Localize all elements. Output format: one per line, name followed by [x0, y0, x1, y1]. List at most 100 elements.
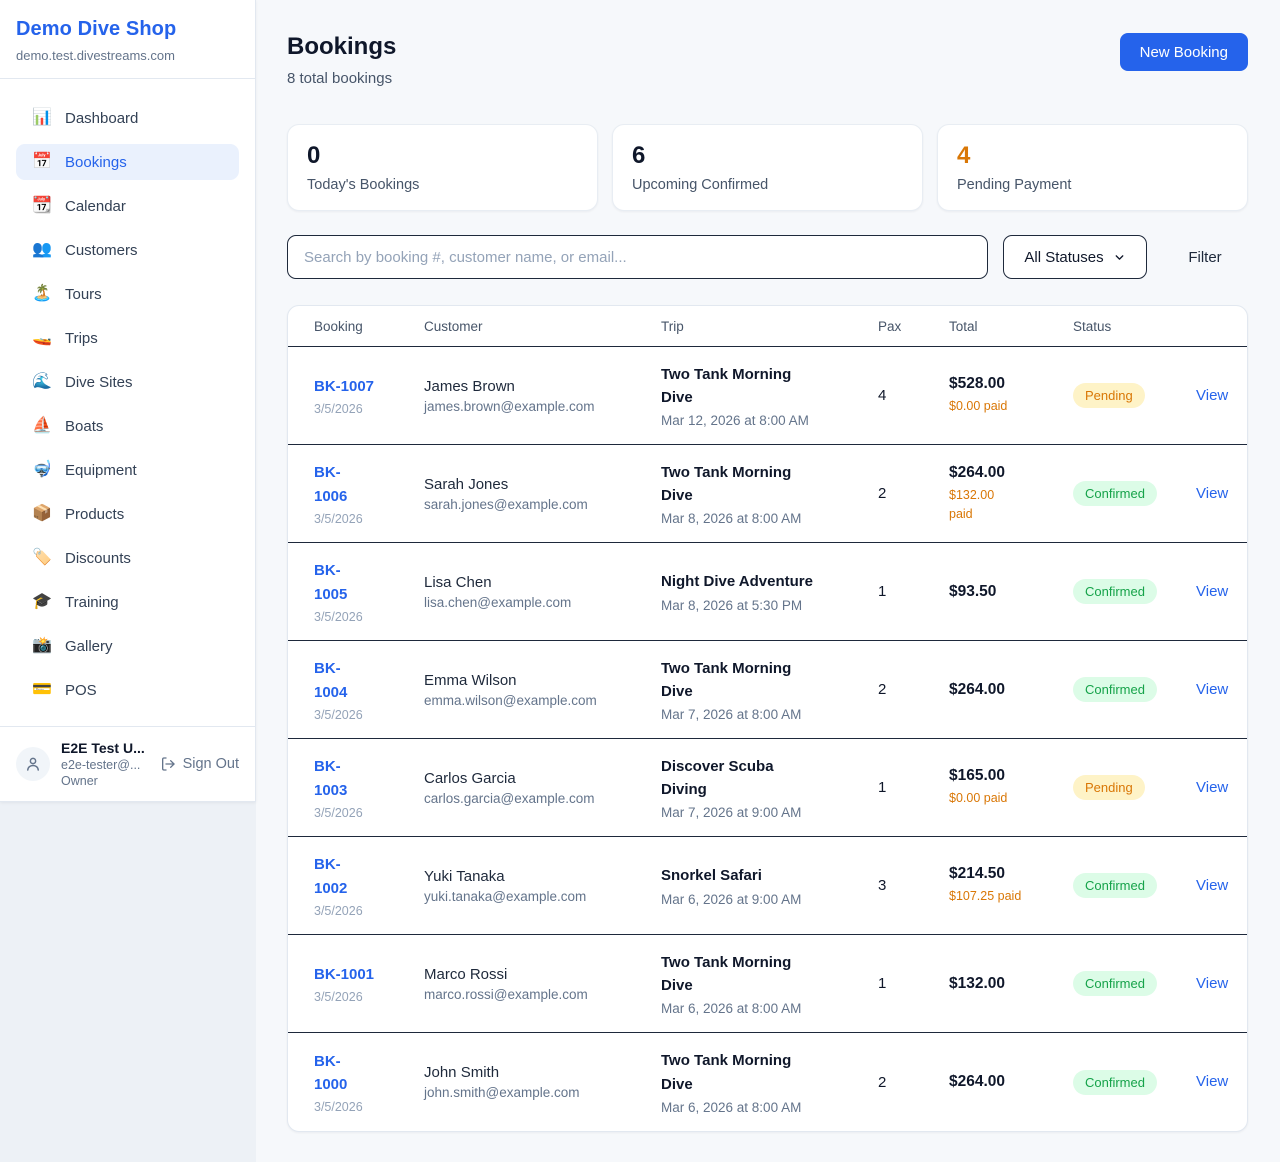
booking-cell: BK- 1003 3/5/2026 — [314, 755, 424, 820]
total-cell: $132.00 — [949, 975, 1073, 993]
brand-domain: demo.test.divestreams.com — [16, 48, 175, 63]
sidebar-item-equipment[interactable]: 🤿 Equipment — [16, 452, 239, 488]
boats-icon: ⛵ — [32, 417, 52, 434]
sidebar-item-dive-sites[interactable]: 🌊 Dive Sites — [16, 364, 239, 400]
total-cell: $528.00 $0.00 paid — [949, 375, 1073, 415]
view-link[interactable]: View — [1196, 876, 1229, 894]
sidebar-item-label: Calendar — [65, 197, 126, 215]
trip-date: Mar 6, 2026 at 8:00 AM — [661, 1099, 802, 1115]
user-section: E2E Test U... e2e-tester@... Owner Sign … — [0, 726, 255, 801]
status-badge: Pending — [1073, 775, 1145, 800]
sidebar-item-pos[interactable]: 💳 POS — [16, 672, 239, 708]
sidebar-item-boats[interactable]: ⛵ Boats — [16, 408, 239, 444]
stat-value: 4 — [957, 142, 971, 169]
sidebar-item-trips[interactable]: 🚤 Trips — [16, 320, 239, 356]
customers-icon: 👥 — [32, 241, 52, 258]
table-body: BK-1007 3/5/2026 James Brown james.brown… — [288, 347, 1247, 1131]
view-link[interactable]: View — [1196, 582, 1229, 600]
booking-id-link[interactable]: BK- 1000 — [314, 1052, 348, 1093]
booking-id-link[interactable]: BK-1001 — [314, 965, 375, 983]
customer-cell: John Smith john.smith@example.com — [424, 1064, 661, 1100]
stat-value: 6 — [632, 142, 646, 169]
customer-cell: Marco Rossi marco.rossi@example.com — [424, 966, 661, 1002]
trip-cell: Night Dive Adventure Mar 8, 2026 at 5:30… — [661, 570, 878, 612]
status-badge: Pending — [1073, 383, 1145, 408]
booking-id-link[interactable]: BK- 1004 — [314, 660, 348, 701]
view-link[interactable]: View — [1196, 386, 1229, 404]
trip-cell: Two Tank Morning Dive Mar 7, 2026 at 8:00… — [661, 657, 878, 723]
bookings-icon: 📅 — [32, 153, 52, 170]
filter-row: All Statuses Filter — [287, 235, 1248, 279]
total-amount: $264.00 — [949, 680, 1006, 698]
view-link[interactable]: View — [1196, 778, 1229, 796]
view-link[interactable]: View — [1196, 680, 1229, 698]
status-badge: Confirmed — [1073, 971, 1157, 996]
total-amount: $132.00 — [949, 974, 1006, 992]
booking-id-link[interactable]: BK- 1002 — [314, 856, 348, 897]
stat-card-upcoming-confirmed: 6 Upcoming Confirmed — [612, 124, 923, 211]
new-booking-button[interactable]: New Booking — [1119, 33, 1248, 71]
booking-id-link[interactable]: BK-1007 — [314, 377, 375, 395]
pax-cell: 4 — [878, 387, 887, 404]
customer-name: Yuki Tanaka — [424, 867, 505, 885]
booking-date: 3/5/2026 — [314, 511, 363, 526]
trip-cell: Discover Scuba Diving Mar 7, 2026 at 9:00… — [661, 755, 878, 821]
dive-sites-icon: 🌊 — [32, 373, 52, 390]
trip-date: Mar 7, 2026 at 9:00 AM — [661, 805, 802, 821]
sidebar-item-tours[interactable]: 🏝️ Tours — [16, 276, 239, 312]
booking-row-bk-1005: BK- 1005 3/5/2026 Lisa Chen lisa.chen@exa… — [288, 543, 1247, 641]
sidebar-item-discounts[interactable]: 🏷️ Discounts — [16, 540, 239, 576]
booking-cell: BK- 1006 3/5/2026 — [314, 461, 424, 526]
trip-name: Two Tank Morning Dive — [661, 463, 792, 504]
total-cell: $264.00 $132.00 paid — [949, 464, 1073, 522]
trips-icon: 🚤 — [32, 329, 52, 346]
sidebar-item-gallery[interactable]: 📸 Gallery — [16, 628, 239, 664]
page-subtitle: 8 total bookings — [287, 70, 393, 87]
view-link[interactable]: View — [1196, 484, 1229, 502]
trip-name: Two Tank Morning Dive — [661, 365, 792, 406]
pos-icon: 💳 — [32, 681, 52, 698]
customer-name: James Brown — [424, 377, 515, 395]
sidebar-item-training[interactable]: 🎓 Training — [16, 584, 239, 620]
stat-card-today-s-bookings: 0 Today's Bookings — [287, 124, 598, 211]
customer-cell: Sarah Jones sarah.jones@example.com — [424, 476, 661, 512]
booking-row-bk-1000: BK- 1000 3/5/2026 John Smith john.smith@e… — [288, 1033, 1247, 1131]
filter-button[interactable]: Filter — [1188, 248, 1222, 266]
action-cell: View — [1196, 583, 1228, 601]
booking-cell: BK-1001 3/5/2026 — [314, 963, 424, 1004]
stat-label: Pending Payment — [957, 177, 1072, 193]
view-link[interactable]: View — [1196, 974, 1229, 992]
logout-icon — [161, 757, 175, 771]
booking-cell: BK- 1004 3/5/2026 — [314, 657, 424, 722]
chevron-down-icon — [1115, 254, 1124, 260]
search-input[interactable] — [287, 235, 988, 279]
status-select[interactable]: All Statuses — [1003, 235, 1147, 279]
sidebar-item-calendar[interactable]: 📆 Calendar — [16, 188, 239, 224]
brand-name: Demo Dive Shop — [16, 18, 177, 40]
calendar-icon: 📆 — [32, 197, 52, 214]
booking-id-link[interactable]: BK- 1003 — [314, 758, 348, 799]
products-icon: 📦 — [32, 505, 52, 522]
sidebar-item-products[interactable]: 📦 Products — [16, 496, 239, 532]
status-select-value: All Statuses — [1024, 248, 1104, 266]
sidebar-item-label: Gallery — [65, 637, 113, 655]
view-link[interactable]: View — [1196, 1073, 1229, 1090]
sidebar-item-label: Products — [65, 505, 125, 523]
sidebar-item-dashboard[interactable]: 📊 Dashboard — [16, 100, 239, 136]
booking-id-link[interactable]: BK- 1005 — [314, 562, 348, 603]
sign-out-button[interactable]: Sign Out — [160, 756, 239, 772]
sidebar-item-bookings[interactable]: 📅 Bookings — [16, 144, 239, 180]
status-cell: Confirmed — [1073, 1069, 1196, 1095]
sidebar-item-label: Boats — [65, 417, 104, 435]
sidebar-item-customers[interactable]: 👥 Customers — [16, 232, 239, 268]
stat-card-pending-payment: 4 Pending Payment — [937, 124, 1248, 211]
customer-email: carlos.garcia@example.com — [424, 790, 595, 806]
trip-name: Two Tank Morning Dive — [661, 659, 792, 700]
table-header-row: Booking Customer Trip Pax Total Status — [288, 306, 1247, 347]
pax-cell: 1 — [878, 583, 887, 600]
sidebar-item-label: Discounts — [65, 549, 131, 567]
booking-id-link[interactable]: BK- 1006 — [314, 464, 348, 505]
status-badge: Confirmed — [1073, 873, 1157, 898]
action-cell: View — [1196, 975, 1228, 993]
